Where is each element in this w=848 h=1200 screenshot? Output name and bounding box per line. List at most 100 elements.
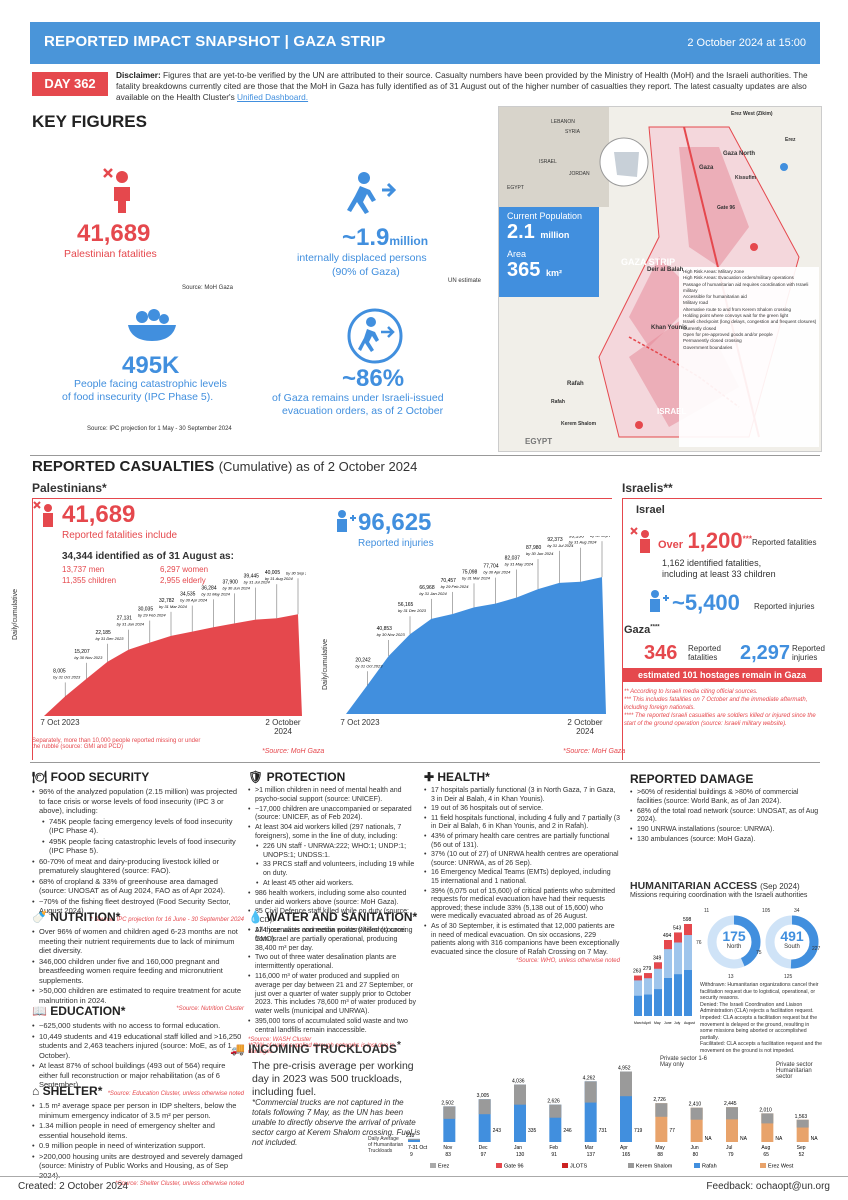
legend-coordination: Passage of humanitarian aid requires coo… xyxy=(683,281,809,293)
prot-item: At least 304 aid workers killed (297 nat… xyxy=(248,824,420,842)
pop-unit: million xyxy=(540,230,570,240)
legend-accessible: Accessible for humanitarian aid xyxy=(683,294,747,300)
dmg-item: >60% of residential buildings & >80% of … xyxy=(630,789,822,807)
chart1-x-end: 2 October 2024 xyxy=(265,718,301,736)
north-part-3: 13 xyxy=(728,974,734,980)
prot-item: 33 PRCS staff and volunteers, including … xyxy=(256,861,420,879)
map-label-lebanon: LEBANON xyxy=(551,119,575,125)
idp-label-2: (90% of Gaza) xyxy=(332,266,400,278)
edu-item: ~625,000 students with no access to form… xyxy=(32,1021,244,1031)
shel-item: 1.5 m² average space per person in IDP s… xyxy=(32,1101,244,1120)
x-label: by 29 Feb 2024 xyxy=(441,584,470,589)
truck-daily-avg: 130 xyxy=(516,1152,525,1158)
mission-bar-denied xyxy=(684,924,692,936)
shel-item: >200,000 housing units are destroyed and… xyxy=(32,1152,244,1181)
person-fatality-icon xyxy=(103,168,130,213)
wash-note: **70% of water supplied through networks… xyxy=(248,1042,395,1055)
mission-bar-denied xyxy=(674,932,682,943)
disclaimer: Disclaimer: Figures that are yet-to-be v… xyxy=(116,70,826,103)
israel-sub: Israel xyxy=(636,504,665,516)
north-part-4: 75 xyxy=(756,950,762,956)
data-label: 34,535 xyxy=(180,592,196,598)
legend-label: Kerem Shalom xyxy=(636,1164,673,1170)
truck-daily-avg: 88 xyxy=(657,1152,663,1158)
isr-fat-detail2: including at least 33 children xyxy=(662,569,776,579)
map-label-israel: ISRAEL xyxy=(657,407,687,416)
ha-date: (Sep 2024) xyxy=(760,882,800,891)
education-box: 📖 EDUCATION* ~625,000 students with no a… xyxy=(32,1004,244,1097)
note-3: **** The reported Israeli casualties are… xyxy=(624,713,816,727)
men: 13,737 men xyxy=(62,565,105,574)
fs-item: 96% of the analyzed population (2.15 mil… xyxy=(32,787,244,816)
truck-value: 2,410 xyxy=(689,1102,702,1108)
idp-number: ~1.9 xyxy=(342,224,390,251)
data-label: 22,185 xyxy=(96,630,112,636)
created-date: Created: 2 October 2024 xyxy=(18,1181,129,1192)
health-item: 19 out of 36 hospitals out of service. xyxy=(424,805,620,814)
mission-bar-facilitated xyxy=(664,978,672,1016)
health-item: 16 Emergency Medical Teams (EMTs) deploy… xyxy=(424,869,620,886)
feedback[interactable]: Feedback: ochaopt@un.org xyxy=(706,1181,830,1192)
mission-bar-denied xyxy=(634,975,642,981)
truck-month: May xyxy=(655,1145,665,1151)
mission-month: May xyxy=(654,1021,661,1025)
legend-checkpoint: Israeli checkpoint (long delays, congest… xyxy=(683,319,817,325)
legend-closed: Currently closed xyxy=(683,325,717,331)
legend-military-zone: High Risk Areas: Military zone xyxy=(683,269,745,274)
dashboard-link[interactable]: Unified Dashboard. xyxy=(237,92,309,102)
wash-source: *Source: WASH Cluster xyxy=(248,1036,312,1043)
truck-bar-ks xyxy=(796,1119,809,1128)
truck-month: Apr xyxy=(620,1145,628,1151)
prot-item: 986 health workers, including some also … xyxy=(248,890,420,908)
edu-source: *Source: Education Cluster, unless other… xyxy=(107,1090,244,1097)
map-label-deir-al-balah: Deir al Balah xyxy=(647,267,684,273)
ha-definitions: Withdrawn: Humanitarian organizations ca… xyxy=(700,982,822,1055)
truck-value: 2,726 xyxy=(653,1097,666,1103)
map-label-rafah: Rafah xyxy=(567,381,584,387)
israel-injury-icon xyxy=(650,590,669,612)
divider-2 xyxy=(30,762,820,763)
truck-bar-ks xyxy=(478,1099,491,1115)
data-label: 75,098 xyxy=(462,569,478,575)
gaza-sub: Gaza**** xyxy=(624,624,660,636)
palestinians-title: Palestinians* xyxy=(32,481,107,495)
truck-bar-ks xyxy=(726,1107,738,1120)
map-label-gaza-north: Gaza North xyxy=(723,151,756,157)
private-note-2: Private sector Humanitarian sector xyxy=(776,1062,813,1080)
wash-item: 395,000 tons of accumulated solid waste … xyxy=(248,1018,420,1036)
mission-bar-facilitated xyxy=(654,989,662,1016)
israel-fatality-icon xyxy=(630,527,650,553)
trucks-title: 🚚 INCOMING TRUCKLOADS* xyxy=(230,1040,401,1056)
truck-value: 2,502 xyxy=(441,1100,454,1106)
legend-swatch xyxy=(694,1163,700,1168)
legend-swatch xyxy=(760,1163,766,1168)
prot-item: 226 UN staff - UNRWA:222; WHO:1; UNDP:1;… xyxy=(256,843,420,861)
data-label: 40,005 xyxy=(265,570,281,576)
mission-bar-denied xyxy=(654,962,662,969)
food-security-title: FOOD SECURITY xyxy=(50,770,150,784)
truck-bar-ks xyxy=(549,1104,562,1118)
shel-source: *Source: Shelter Cluster, unless otherwi… xyxy=(115,1181,244,1187)
truck-month: Aug xyxy=(761,1145,770,1151)
isr-fat-sup: *** xyxy=(742,534,752,544)
map-label-jordan: JORDAN xyxy=(569,171,590,177)
data-label: 8,005 xyxy=(53,668,66,674)
nutrition-box: 🍼 NUTRITION* Over 96% of women and child… xyxy=(32,910,244,1012)
protection-box: 🛡 PROTECTION >1 million children in need… xyxy=(248,770,420,946)
prot-item: At least 45 other aid workers. xyxy=(256,880,420,889)
truck-month: Jun xyxy=(691,1145,699,1151)
trucks-note: *Commercial trucks are not captured in t… xyxy=(252,1098,421,1147)
north-value: 175 xyxy=(722,928,746,944)
fatality-person-icon xyxy=(33,501,53,527)
chart1-x-start: 7 Oct 2023 xyxy=(40,718,80,727)
fs-item: 495K people facing catastrophic levels o… xyxy=(42,837,244,856)
def-facilitated: Facilitated: CLA accepts a facilitation … xyxy=(700,1041,822,1054)
data-label: 37,900 xyxy=(223,579,239,585)
fatalities-source: Source: MoH Gaza xyxy=(182,285,234,291)
health-title: HEALTH* xyxy=(437,770,490,784)
x-label: by 31 Oct 2023 xyxy=(53,674,81,679)
pal-panel xyxy=(32,498,612,760)
truck-value: 2,445 xyxy=(724,1101,737,1107)
nut-item: Over 96% of women and children aged 6-23… xyxy=(32,927,244,956)
x-label: by 31 Dec 2023 xyxy=(398,608,427,613)
